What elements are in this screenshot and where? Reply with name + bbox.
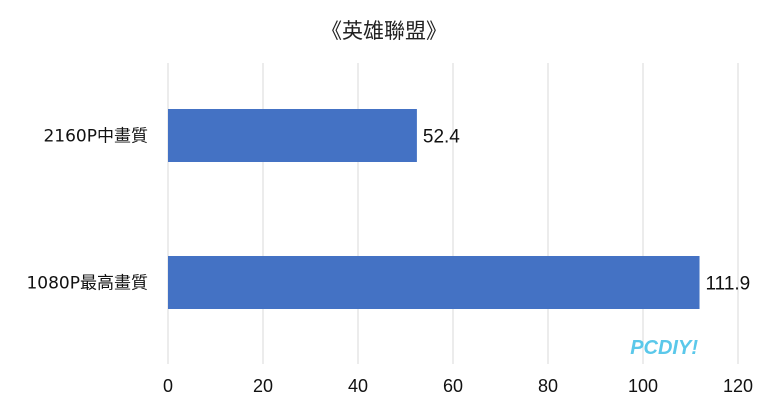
bars	[168, 109, 700, 309]
data-labels: 52.4 111.9	[423, 127, 750, 295]
x-tick-label: 100	[628, 376, 658, 396]
category-label: 2160P中畫質	[43, 127, 148, 147]
data-label: 52.4	[423, 127, 460, 148]
x-tick-label: 40	[348, 376, 368, 396]
x-tick-label: 60	[443, 376, 463, 396]
gridlines	[167, 63, 739, 364]
category-label: 1080P最高畫質	[26, 274, 148, 294]
chart-title: 《英雄聯盟》	[321, 19, 447, 43]
x-tick-label: 80	[538, 376, 558, 396]
bar	[168, 109, 417, 162]
bar	[168, 256, 700, 309]
watermark-logo: PCDIY!	[630, 337, 698, 359]
x-tick-label: 0	[163, 376, 173, 396]
data-label: 111.9	[706, 274, 751, 295]
category-labels: 2160P中畫質 1080P最高畫質	[26, 127, 148, 294]
x-tick-label: 20	[253, 376, 273, 396]
x-tick-labels: 0 20 40 60 80 100 120	[163, 376, 753, 396]
x-tick-label: 120	[723, 376, 753, 396]
